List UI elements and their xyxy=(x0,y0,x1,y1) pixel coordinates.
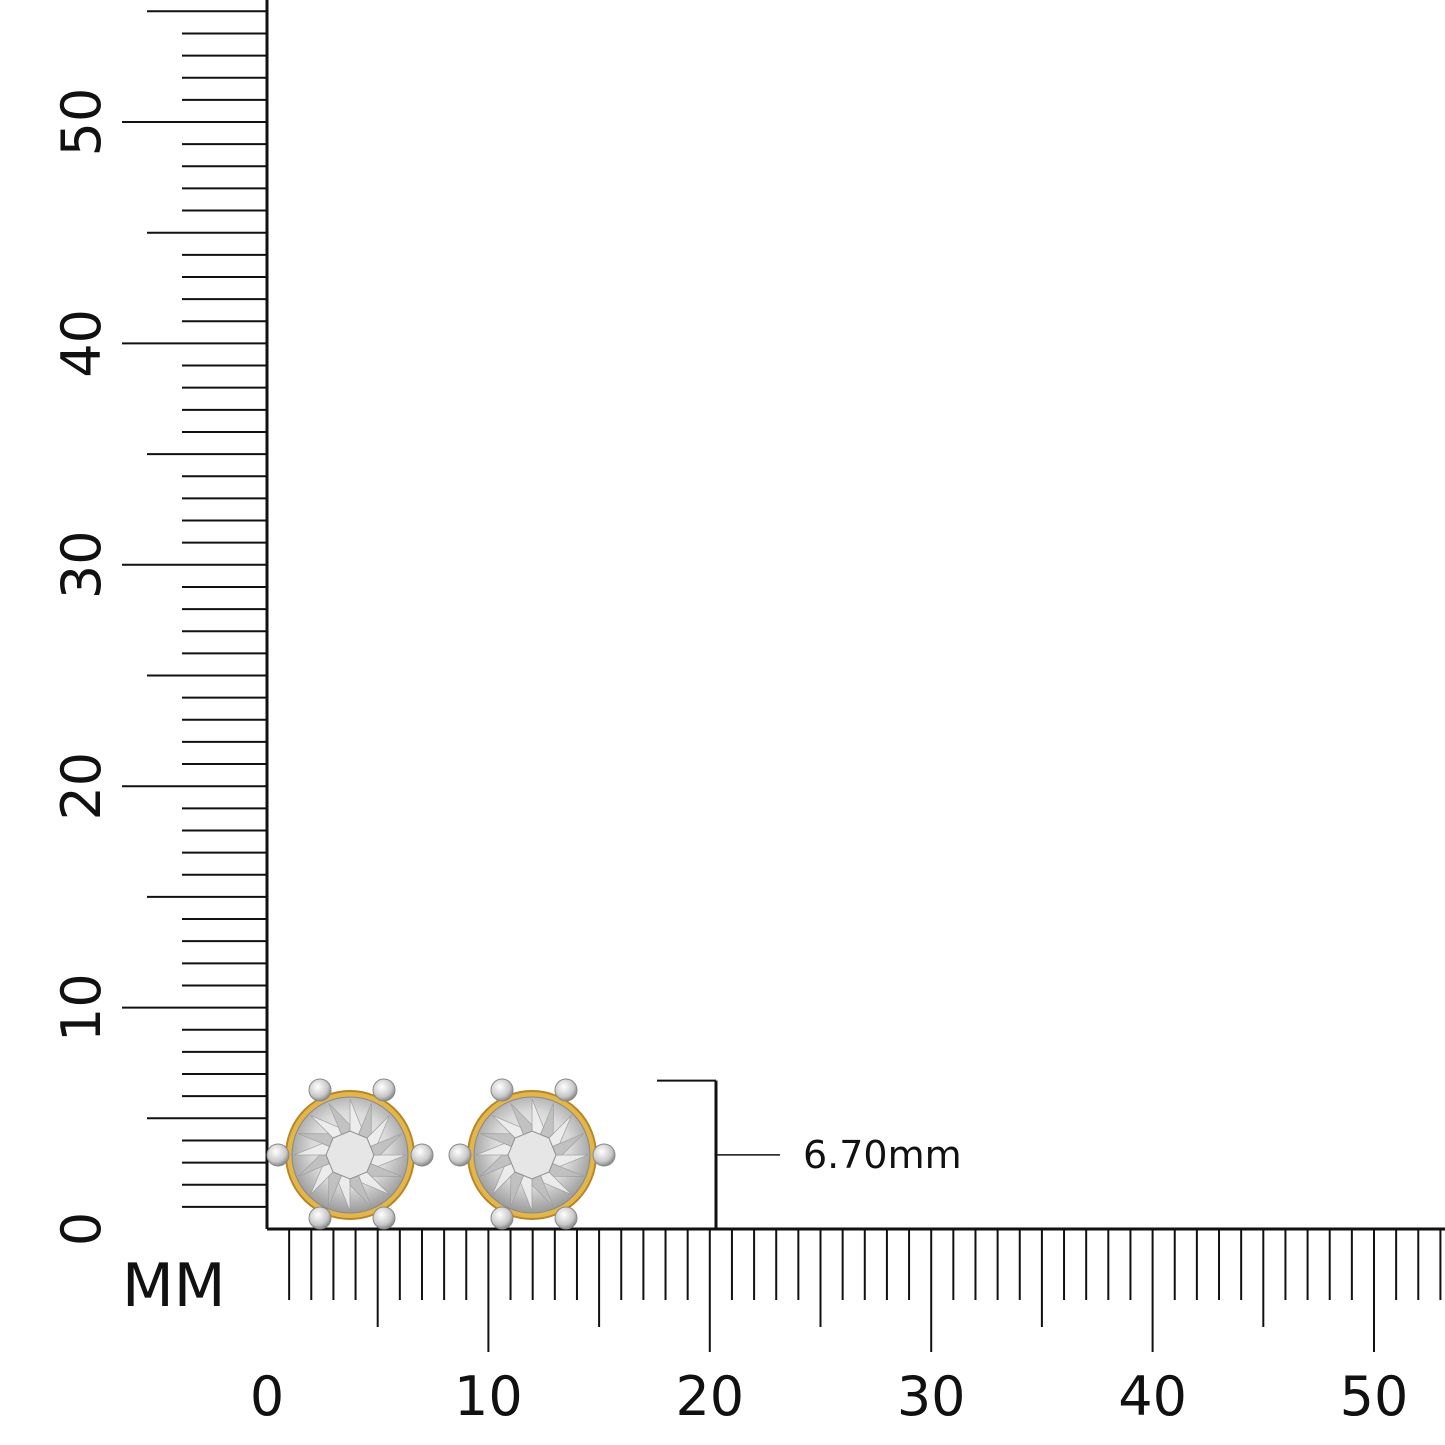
y-tick-label: 10 xyxy=(50,973,113,1042)
prong xyxy=(592,1143,616,1167)
table-facet xyxy=(325,1130,375,1180)
prong xyxy=(266,1143,290,1167)
y-tick-label: 30 xyxy=(50,530,113,599)
prong xyxy=(554,1206,578,1230)
y-tick-label: 20 xyxy=(50,752,113,821)
x-tick-label: 10 xyxy=(454,1365,523,1428)
x-tick-label: 20 xyxy=(675,1365,744,1428)
prong xyxy=(372,1206,396,1230)
prong xyxy=(490,1078,514,1102)
prong xyxy=(372,1078,396,1102)
x-tick-label: 50 xyxy=(1340,1365,1409,1428)
ruler-ticks: 0 10 20 30 40 50 0 10 20 30 40 50 6.70mm xyxy=(50,0,1445,1428)
table-facet xyxy=(507,1130,557,1180)
measure-label: 6.70mm xyxy=(803,1133,962,1177)
prong xyxy=(490,1206,514,1230)
y-tick-label: 0 xyxy=(50,1212,113,1246)
prong xyxy=(308,1078,332,1102)
y-tick-label: 50 xyxy=(50,88,113,157)
x-tick-label: 0 xyxy=(250,1365,284,1428)
x-tick-label: 30 xyxy=(897,1365,966,1428)
x-tick-label: 40 xyxy=(1118,1365,1187,1428)
y-tick-label: 40 xyxy=(50,309,113,378)
prong xyxy=(308,1206,332,1230)
prong xyxy=(410,1143,434,1167)
unit-label: MM xyxy=(122,1251,226,1321)
prong xyxy=(554,1078,578,1102)
earrings xyxy=(266,1078,616,1230)
prong xyxy=(448,1143,472,1167)
